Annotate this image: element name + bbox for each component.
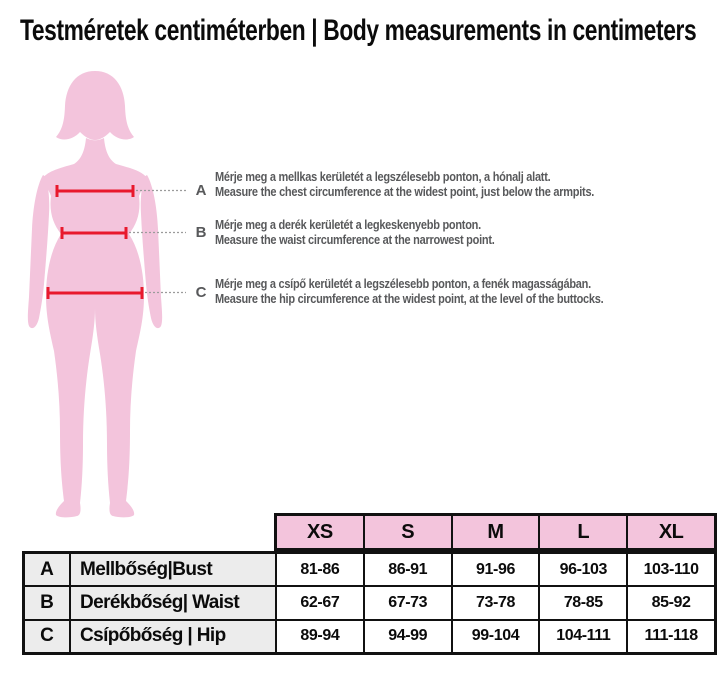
hip-xs: 89-94 [277,620,363,652]
body-measurement-diagram [27,71,186,518]
page-title: Testméretek centiméterben | Body measure… [20,14,697,47]
bust-s: 86-91 [364,554,451,586]
measurement-line-chest [55,185,135,197]
annotation-chest-en: Measure the chest circumference at the w… [215,185,595,199]
annotation-text-waist: Mérje meg a derék kerületét a legkeskeny… [215,218,708,248]
row-label-waist: Derékbőség| Waist [71,587,275,619]
row-label-hip: Csípőbőség | Hip [71,620,275,652]
annotation-letter-b: B [195,224,207,241]
size-header-s: S [364,516,451,548]
body-silhouette-right-arm [140,175,163,329]
body-silhouette [43,138,147,518]
annotation-letter-c: C [195,284,207,301]
measurement-line-waist [60,227,128,239]
waist-s: 67-73 [364,587,451,619]
waist-l: 78-85 [540,587,627,619]
hip-m: 99-104 [452,620,539,652]
hip-s: 94-99 [364,620,451,652]
size-header-m: M [452,516,539,548]
row-key-hip: C [25,620,69,652]
row-key-waist: B [25,587,69,619]
annotation-waist-hu: Mérje meg a derék kerületét a legkeskeny… [215,218,481,232]
size-header-xl: XL [628,516,714,548]
hip-l: 104-111 [540,620,627,652]
bust-xl: 103-110 [628,554,714,586]
body-silhouette-head [56,71,134,140]
measurement-line-hip [46,287,144,299]
size-table-body: A Mellbőség|Bust 81-86 86-91 91-96 96-10… [22,551,717,655]
hip-xl: 111-118 [628,620,714,652]
size-header-xs: XS [277,516,363,548]
waist-m: 73-78 [452,587,539,619]
annotation-hip-en: Measure the hip circumference at the wid… [215,292,604,306]
bust-m: 91-96 [452,554,539,586]
size-table-header: XS S M L XL [274,513,717,551]
waist-xs: 62-67 [277,587,363,619]
bust-l: 96-103 [540,554,627,586]
annotation-chest-hu: Mérje meg a mellkas kerületét a legszéle… [215,170,551,184]
annotation-waist-en: Measure the waist circumference at the n… [215,233,495,247]
annotation-text-chest: Mérje meg a mellkas kerületét a legszéle… [215,170,708,200]
bust-xs: 81-86 [277,554,363,586]
body-silhouette-left-arm [27,175,50,329]
annotation-letter-a: A [195,182,207,199]
row-label-bust: Mellbőség|Bust [71,554,275,586]
annotation-hip-hu: Mérje meg a csípő kerületét a legszélese… [215,277,591,291]
row-key-bust: A [25,554,69,586]
size-header-l: L [540,516,627,548]
waist-xl: 85-92 [628,587,714,619]
annotation-text-hip: Mérje meg a csípő kerületét a legszélese… [215,277,708,307]
